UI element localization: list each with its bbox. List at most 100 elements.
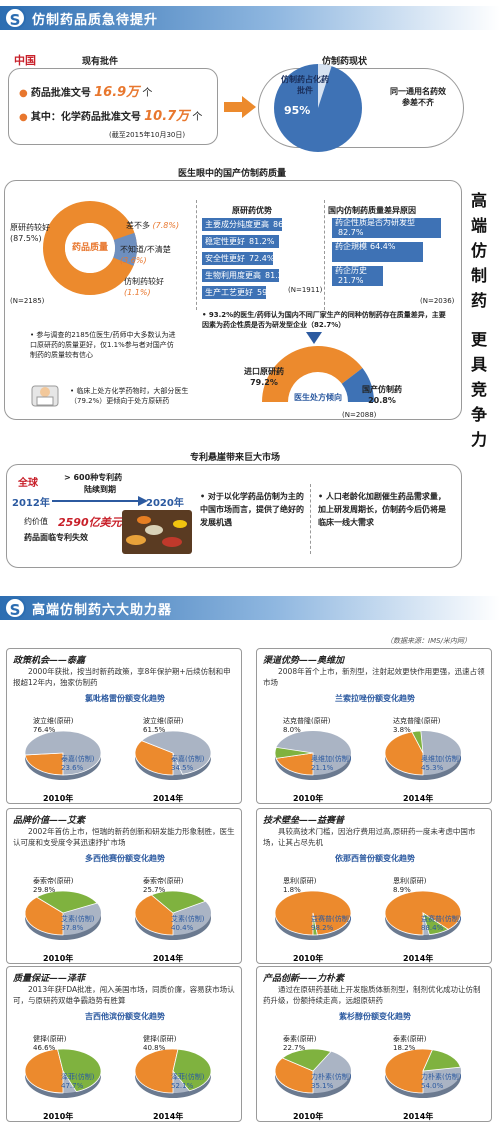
quality-note-2: • 临床上处方化学药物时，大部分医生（79.2%）更倾向于处方原研药: [70, 387, 189, 405]
patent-bullet-1: • 对于以化学药品仿制为主的中国市场而言，提供了绝好的发展机遇: [200, 492, 304, 527]
card-chart-title: 氯吡格雷份额变化趋势: [85, 694, 165, 703]
pie-original-label: 泰素(原研) 22.7%: [283, 1034, 317, 1052]
patent-box: [6, 464, 462, 568]
pie-original-slice: [274, 746, 314, 759]
adv-bar-label: 生产工艺更好: [205, 288, 253, 297]
approvals-line-2: ● 其中：化学药品批准文号 10.7万 个: [19, 109, 203, 124]
reasons-note: • 93.2%的医生/药师认为国内不同厂家生产的同种仿制药存在质量差异，主要因素…: [202, 311, 446, 329]
advantages-bars: 主要成分纯度更高 86.3% 稳定性更好 81.2% 安全性更好 72.4% 生物利用度更高…: [202, 218, 322, 308]
card-chart-title: 兰索拉唑份额变化趋势: [335, 694, 415, 703]
section-header-2: S 高端仿制药六大助力器: [0, 596, 500, 620]
adv-bar: 生产工艺更好 59.8%: [202, 286, 282, 299]
pie-generic-slice: [134, 894, 174, 936]
share-pies: 2010年 艾素(仿制) 37.8% 泰索帝(原研) 29.8% 2014年 艾素(仿制) 4…: [24, 876, 211, 963]
quality-heading: 医生眼中的国产仿制药质量: [178, 169, 287, 179]
card-desc: 具较高技术门槛，因治疗费用过高,原研药一度未考虑中国市场，让其占尽先机: [263, 827, 476, 847]
generic-pie-pct: 95%: [284, 104, 311, 117]
card-title: 渠道优势——奥维加: [263, 656, 345, 666]
pie-generic-slice: [24, 1048, 64, 1094]
reasons-n: (N=2036): [420, 297, 455, 305]
section-badge: S: [4, 7, 26, 29]
pie-original-slice: [172, 1048, 212, 1092]
patent-heading: 专利悬崖带来巨大市场: [190, 453, 281, 463]
adv-bar-value: 86.3%: [273, 220, 299, 229]
reasons-heading: 国内仿制药质量差异原因: [328, 206, 416, 215]
booster-card: 质量保证——泽菲 2013年获FDA批准，闯入美国市场，同质价廉，容易获市场认可…: [6, 966, 242, 1122]
pie-generic-slice: [24, 752, 64, 776]
pie-original-label: 泰索帝(原研) 25.7%: [143, 876, 184, 894]
pie-original-slice: [150, 890, 206, 914]
pie-year: 2010年: [293, 1111, 323, 1121]
section-header-1: S 仿制药品质急待提升: [0, 6, 500, 30]
card-desc: 2002年首仿上市，恒瑞的新药创新和研发能力形象制胜，医生认可度和支受度令其迅速…: [13, 827, 235, 847]
value-about: 约价值: [24, 517, 48, 526]
prescription-center: 医生处方倾向: [294, 393, 342, 402]
approvals-box: ● 药品批准文号 16.9万 个 ● 其中：化学药品批准文号 10.7万 个 (…: [8, 68, 218, 145]
divider: [196, 200, 197, 310]
pie-original-slice: [312, 912, 318, 936]
booster-card: 渠道优势——奥维加 2008年首个上市，新剂型，注射起效更快作用更强，迅速占领市…: [256, 648, 492, 804]
pie-original-slice: [140, 730, 212, 775]
quality-note-1: • 参与调查的2185位医生/药师中大多数认为进口原研药的质量更好，仅1.1%参…: [30, 331, 176, 359]
advantages-n: (N=1911): [288, 286, 323, 294]
current-approvals-heading: 现有批件: [82, 57, 119, 67]
share-pies: 2010年 泰嘉(仿制) 23.6% 波立维(原研) 76.4% 2014年 泰嘉(仿制) 3…: [24, 716, 212, 803]
import-label: 进口原研药 79.2%: [244, 367, 284, 387]
patent-expiring: 陆续到期: [84, 485, 116, 494]
reason-bar: 药企規模 64.4%: [332, 242, 424, 262]
prescription-half-donut: [262, 346, 374, 402]
divider: [324, 200, 325, 310]
card-title: 质量保证——泽菲: [13, 974, 86, 984]
card-chart-title: 紫杉醇份额变化趋势: [339, 1012, 411, 1021]
reason-bar-label: 药企規模: [335, 242, 367, 251]
timeline-arrow-icon: [52, 496, 148, 506]
pie-original-label: 恩利(原研) 8.9%: [393, 876, 427, 894]
share-pies: 2010年 力朴素(仿制) 35.1% 泰素(原研) 22.7% 2014年 力朴素(仿制)…: [274, 1034, 462, 1121]
pie-generic-label: 艾素(仿制) 37.8%: [61, 914, 95, 932]
share-pies: 2010年 泽菲(仿制) 47.7% 健择(原研) 46.6% 2014年 泽菲(仿制) 52…: [24, 1034, 212, 1121]
quality-donut: [43, 201, 137, 295]
pie-year: 2010年: [43, 953, 73, 963]
generic-pie-label: 仿制药占化药批件: [281, 75, 329, 95]
pie-year: 2014年: [153, 793, 183, 803]
card-title: 技术壁垒——益赛普: [263, 816, 345, 826]
section-title: 仿制药品质急待提升: [32, 13, 159, 28]
adv-bar-label: 安全性更好: [205, 254, 245, 263]
card-desc: 2008年首个上市，新剂型，注射起效更快作用更强，迅速占领市场: [263, 667, 485, 687]
pie-original-label: 健择(原研) 46.6%: [33, 1034, 67, 1052]
reason-bar: 药企性质是否为研发型82.7%: [332, 218, 441, 238]
pie-generic-slice: [275, 752, 314, 776]
pie-original-label: 达克普隆(原研) 3.8%: [393, 716, 441, 734]
pie-original-label: 健择(原研) 40.8%: [143, 1034, 177, 1052]
booster-card: 技术壁垒——益赛普 具较高技术门槛，因治疗费用过高,原研药一度未考虑中国市场，让…: [256, 808, 492, 964]
pie-original-slice: [422, 912, 450, 936]
down-triangle-icon: [306, 332, 322, 344]
pie-generic-slice: [134, 1048, 179, 1094]
share-pies: 2010年 奥维加(仿制) 21.1% 达克普隆(原研) 8.0% 2014年 奥维加(仿制…: [274, 716, 462, 803]
reason-bar-label: 药企性质是否为研发型: [335, 218, 415, 227]
pie-generic-slice: [24, 896, 64, 936]
pie-year: 2014年: [403, 953, 433, 963]
expire-text: 药品面临专利失效: [24, 533, 88, 542]
card-chart-title: 多西他赛份额变化趋势: [85, 854, 165, 863]
global-label: 全球: [18, 478, 38, 489]
reasons-bars: 药企性质是否为研发型82.7% 药企規模 64.4% 药企历史21.7%: [332, 218, 452, 298]
adv-bar-label: 生物利用度更高: [205, 271, 261, 280]
adv-bar-label: 主要成分纯度更高: [205, 220, 269, 229]
generic-share-pie: [274, 64, 362, 152]
adv-bar: 主要成分纯度更高 86.3%: [202, 218, 298, 231]
card-desc: 2013年获FDA批准，闯入美国市场，同质价廉，容易获市场认可，与原研药双雄争霸…: [13, 985, 235, 1005]
booster-card: 产品创新——力朴素 通过在原研药基础上开发脂质体新剂型，制剂优化成功让仿制药升级…: [256, 966, 492, 1122]
card-title: 品牌价值——艾素: [13, 816, 86, 826]
pie-generic-label: 艾素(仿制) 40.4%: [171, 914, 205, 932]
data-source: （数据来源：IMS/米内网）: [386, 637, 471, 645]
pie-original-label: 泰索帝(原研) 29.8%: [33, 876, 74, 894]
pie-original-label: 达克普隆(原研) 8.0%: [283, 716, 331, 734]
pie-generic-label: 益赛普(仿制) 88.4%: [421, 914, 462, 932]
pie-original-label: 波立维(原研) 61.5%: [143, 716, 184, 734]
booster-card: 品牌价值——艾素 2002年首仿上市，恒瑞的新药创新和研发能力形象制胜，医生认可…: [6, 808, 242, 964]
divider: [310, 484, 311, 554]
pie-original-slice: [35, 890, 98, 914]
pie-generic-label: 奥维加(仿制) 21.1%: [311, 754, 352, 772]
generic-status-heading: 仿制药现状: [322, 57, 368, 67]
